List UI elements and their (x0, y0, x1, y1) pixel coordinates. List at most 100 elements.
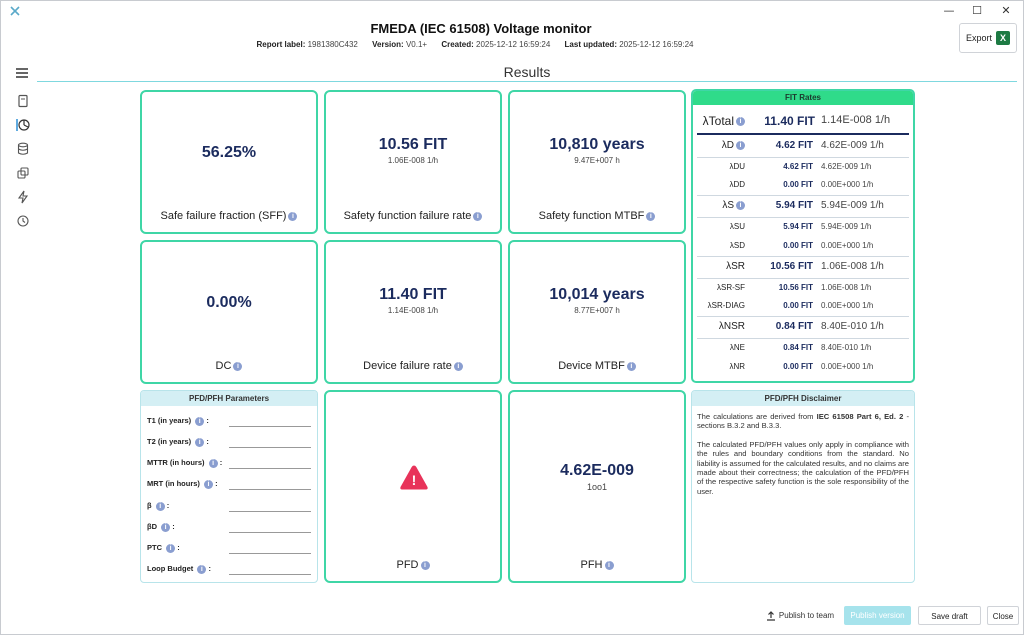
sff-label-row: Safe failure fraction (SFF) i (142, 210, 316, 222)
info-icon[interactable]: i (604, 560, 614, 570)
device-failure-rate-label-row: Device failure rate i (326, 360, 500, 372)
pfh-architecture: 1oo1 (586, 482, 608, 492)
title-bar: — ☐ ✕ (1, 1, 1023, 21)
export-button[interactable]: Export X (959, 23, 1017, 53)
device-mtbf-label: Device MTBF (558, 360, 625, 372)
info-icon[interactable]: i (626, 361, 636, 371)
fit-row: λSR-SF 10.56 FIT 1.06E-008 1/h (697, 278, 909, 297)
fit-row: λNR 0.00 FIT 0.00E+000 1/h (697, 357, 909, 376)
fit-exp: 4.62E-009 1/h (821, 140, 884, 151)
publish-version-button[interactable]: Publish version (844, 606, 911, 625)
device-mtbf-label-row: Device MTBF i (510, 360, 684, 372)
history-icon[interactable] (16, 214, 30, 228)
info-icon[interactable]: i (736, 117, 745, 127)
components-icon[interactable] (16, 166, 30, 180)
device-failure-rate-sub: 1.14E-008 1/h (387, 306, 439, 315)
fit-exp: 1.14E-008 1/h (821, 114, 891, 126)
info-icon[interactable]: i (155, 501, 165, 511)
lightning-icon[interactable] (16, 190, 30, 204)
param-input[interactable] (229, 447, 311, 448)
fit-exp: 0.00E+000 1/h (821, 301, 874, 310)
fit-name: λSR (726, 261, 745, 272)
fit-value: 11.40 FIT (764, 114, 815, 128)
fit-value: 0.00 FIT (783, 180, 813, 189)
param-input[interactable] (229, 511, 311, 512)
results-chart-icon[interactable] (16, 118, 30, 132)
info-icon[interactable]: i (204, 479, 214, 489)
param-input[interactable] (229, 426, 311, 427)
report-label-key: Report label: (256, 40, 306, 49)
fit-row: λD i 4.62 FIT 4.62E-009 1/h (697, 136, 909, 155)
param-colon: : (219, 458, 223, 467)
pfh-value: 4.62E-009 (560, 462, 634, 479)
info-icon[interactable]: i (420, 560, 430, 570)
fit-exp: 1.06E-008 1/h (821, 283, 872, 292)
param-row: T2 (in years) i : (147, 436, 311, 450)
param-row: Loop Budget i : (147, 563, 311, 577)
info-icon[interactable]: i (646, 211, 656, 221)
info-icon[interactable]: i (233, 361, 243, 371)
fit-name: λD (721, 140, 734, 151)
fit-value: 10.56 FIT (770, 261, 813, 272)
fit-row: λNE 0.84 FIT 8.40E-010 1/h (697, 338, 909, 357)
disclaimer-paragraph: The calculations are derived from IEC 61… (697, 412, 909, 431)
fit-value: 0.00 FIT (783, 301, 813, 310)
app-logo-icon (10, 6, 20, 16)
fit-name: λDD (729, 180, 745, 189)
info-icon[interactable]: i (195, 437, 205, 447)
sf-failure-rate-label-row: Safety function failure rate i (326, 210, 500, 222)
maximize-button[interactable]: ☐ (972, 4, 982, 17)
info-icon[interactable]: i (195, 416, 205, 426)
fit-rates-panel: FIT Rates λTotal i 11.40 FIT 1.14E-008 1/… (691, 89, 915, 383)
param-input[interactable] (229, 489, 311, 490)
param-label: β (147, 501, 152, 510)
fit-value: 4.62 FIT (783, 162, 813, 171)
warning-glyph: ! (412, 472, 417, 488)
close-window-button[interactable]: ✕ (1001, 4, 1011, 17)
info-icon[interactable]: i (208, 458, 218, 468)
sf-failure-rate-card: 10.56 FIT 1.06E-008 1/h Safety function … (324, 90, 502, 234)
param-label: T1 (in years) (147, 416, 192, 425)
param-input[interactable] (229, 553, 311, 554)
param-input[interactable] (229, 532, 311, 533)
param-colon: : (206, 416, 209, 425)
menu-icon[interactable] (16, 68, 28, 78)
info-icon[interactable]: i (473, 211, 483, 221)
info-icon[interactable]: i (166, 543, 176, 553)
param-input[interactable] (229, 574, 311, 575)
device-failure-rate-card: 11.40 FIT 1.14E-008 1/h Device failure r… (324, 240, 502, 384)
fit-value: 0.84 FIT (775, 321, 813, 332)
pfh-label: PFH (580, 559, 603, 571)
info-icon[interactable]: i (161, 522, 171, 532)
close-button[interactable]: Close (987, 606, 1019, 625)
info-icon[interactable]: i (736, 140, 745, 150)
fit-rates-title: FIT Rates (693, 91, 913, 105)
divider (697, 195, 909, 196)
sf-mtbf-value: 10,810 years (549, 136, 645, 153)
info-icon[interactable]: i (288, 211, 298, 221)
param-row: T1 (in years) i : (147, 415, 311, 429)
info-icon[interactable]: i (453, 361, 463, 371)
fit-name: λNE (729, 343, 745, 352)
save-draft-button[interactable]: Save draft (918, 606, 981, 625)
minimize-button[interactable]: — (943, 4, 955, 17)
database-icon[interactable] (16, 142, 30, 156)
warning-icon: ! (400, 465, 428, 490)
info-icon[interactable]: i (736, 200, 745, 210)
param-input[interactable] (229, 468, 311, 469)
created-key: Created: (441, 40, 474, 49)
fit-exp: 1.06E-008 1/h (821, 261, 884, 272)
disclaimer-text-part: The calculations are derived from (697, 412, 817, 421)
document-icon[interactable] (16, 94, 30, 108)
param-row: βD i : (147, 521, 311, 535)
info-icon[interactable]: i (197, 564, 207, 574)
updated-key: Last updated: (564, 40, 617, 49)
device-failure-rate-value: 11.40 FIT (379, 286, 447, 303)
param-label: MRT (in hours) (147, 479, 200, 488)
fit-row: λSR-DIAG 0.00 FIT 0.00E+000 1/h (697, 296, 909, 315)
param-colon: : (208, 564, 211, 573)
publish-to-team-button[interactable]: Publish to team (759, 606, 841, 625)
param-row: PTC i : (147, 542, 311, 556)
fit-name: λS (722, 200, 734, 211)
pfd-label: PFD (396, 559, 419, 571)
